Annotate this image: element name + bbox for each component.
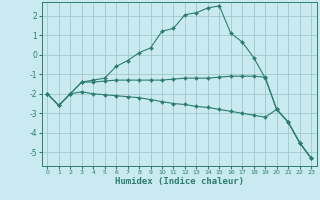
X-axis label: Humidex (Indice chaleur): Humidex (Indice chaleur) bbox=[115, 177, 244, 186]
